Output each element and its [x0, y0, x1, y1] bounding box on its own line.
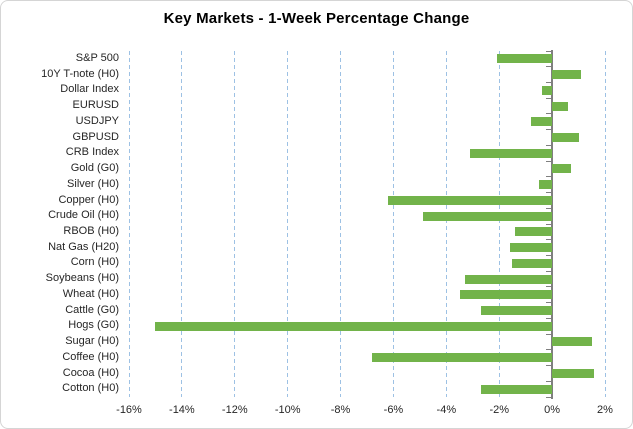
- bar: [541, 85, 553, 95]
- gridline: [181, 51, 183, 397]
- bar: [480, 384, 553, 394]
- x-tick-label: -2%: [489, 404, 509, 416]
- category-label: S&P 500: [75, 52, 119, 64]
- x-tick-label: -8%: [330, 404, 351, 416]
- category-label: Silver (H0): [67, 177, 119, 190]
- category-label: GBPUSD: [72, 130, 119, 143]
- bar: [496, 54, 553, 64]
- category-label: Crude Oil (H0): [48, 209, 119, 222]
- bar: [388, 195, 553, 205]
- axis-tick: [546, 113, 552, 115]
- axis-tick: [546, 176, 552, 178]
- gridline: [392, 51, 394, 397]
- bar: [552, 70, 582, 80]
- gridline: [287, 51, 289, 397]
- axis-tick: [546, 349, 552, 351]
- bar: [480, 306, 553, 315]
- axis-tick: [546, 286, 552, 288]
- axis-tick: [546, 81, 552, 83]
- axis-tick: [546, 317, 552, 319]
- axis-tick: [546, 160, 552, 162]
- bar: [515, 227, 553, 237]
- bar: [155, 321, 553, 331]
- x-tick-label: -16%: [116, 404, 142, 416]
- bar: [552, 337, 592, 347]
- category-label: EURUSD: [72, 99, 119, 112]
- bar: [538, 180, 553, 190]
- category-label: Cocoa (H0): [62, 366, 119, 379]
- x-tick-label: -4%: [436, 404, 457, 416]
- category-label: Copper (H0): [58, 193, 119, 206]
- category-label: Corn (H0): [70, 256, 119, 269]
- gridline: [128, 51, 130, 397]
- axis-tick: [546, 365, 552, 367]
- category-label: Cattle (G0): [65, 303, 119, 316]
- axis-tick: [546, 66, 552, 68]
- bar: [552, 368, 595, 378]
- bar: [422, 211, 553, 221]
- category-label: Nat Gas (H20): [48, 240, 119, 253]
- axis-tick: [546, 207, 552, 209]
- category-label: Dollar Index: [60, 83, 119, 96]
- x-tick-label: -14%: [169, 404, 195, 416]
- axis-tick: [546, 333, 552, 335]
- gridline: [498, 51, 500, 397]
- category-label: Hogs (G0): [68, 319, 119, 332]
- x-tick-label: -12%: [221, 404, 248, 416]
- bar: [459, 290, 553, 300]
- category-label: Soybeans (H0): [45, 272, 119, 285]
- bar: [552, 101, 568, 111]
- category-label: 10Y T-note (H0): [41, 67, 119, 80]
- gridline: [604, 51, 606, 397]
- axis-tick: [546, 129, 552, 131]
- category-label: CRB Index: [65, 146, 119, 159]
- bar: [372, 353, 553, 363]
- axis-tick: [546, 144, 552, 146]
- axis-tick: [546, 380, 552, 382]
- category-label: Wheat (H0): [62, 287, 119, 300]
- axis-tick: [546, 192, 552, 194]
- gridline: [445, 51, 447, 397]
- bar: [530, 117, 553, 127]
- gridline: [340, 51, 342, 397]
- category-label: USDJPY: [75, 114, 119, 127]
- axis-tick: [546, 223, 552, 225]
- x-tick-label: -6%: [383, 404, 404, 416]
- category-label: Coffee (H0): [62, 350, 119, 363]
- axis-tick: [546, 302, 552, 304]
- category-label: Cotton (H0): [62, 382, 119, 395]
- axis-tick: [546, 254, 552, 256]
- category-label: Sugar (H0): [65, 335, 119, 348]
- axis-tick: [546, 50, 552, 52]
- axis-tick: [546, 239, 552, 241]
- bar: [512, 258, 553, 268]
- axis-tick: [546, 97, 552, 99]
- gridline: [234, 51, 236, 397]
- bar: [552, 164, 571, 174]
- axis-tick: [546, 396, 552, 398]
- chart-title: Key Markets - 1-Week Percentage Change: [163, 10, 470, 27]
- bar: [552, 133, 579, 142]
- axis-tick: [546, 270, 552, 272]
- x-tick-label: -10%: [274, 404, 301, 416]
- x-tick-label: 2%: [597, 404, 613, 416]
- x-tick-label: 0%: [544, 404, 561, 416]
- zero-axis-line: [551, 50, 554, 399]
- bar: [464, 274, 553, 284]
- category-label: RBOB (H0): [63, 225, 119, 237]
- category-label: Gold (G0): [70, 162, 119, 175]
- bar: [509, 243, 553, 253]
- bar: [470, 148, 553, 158]
